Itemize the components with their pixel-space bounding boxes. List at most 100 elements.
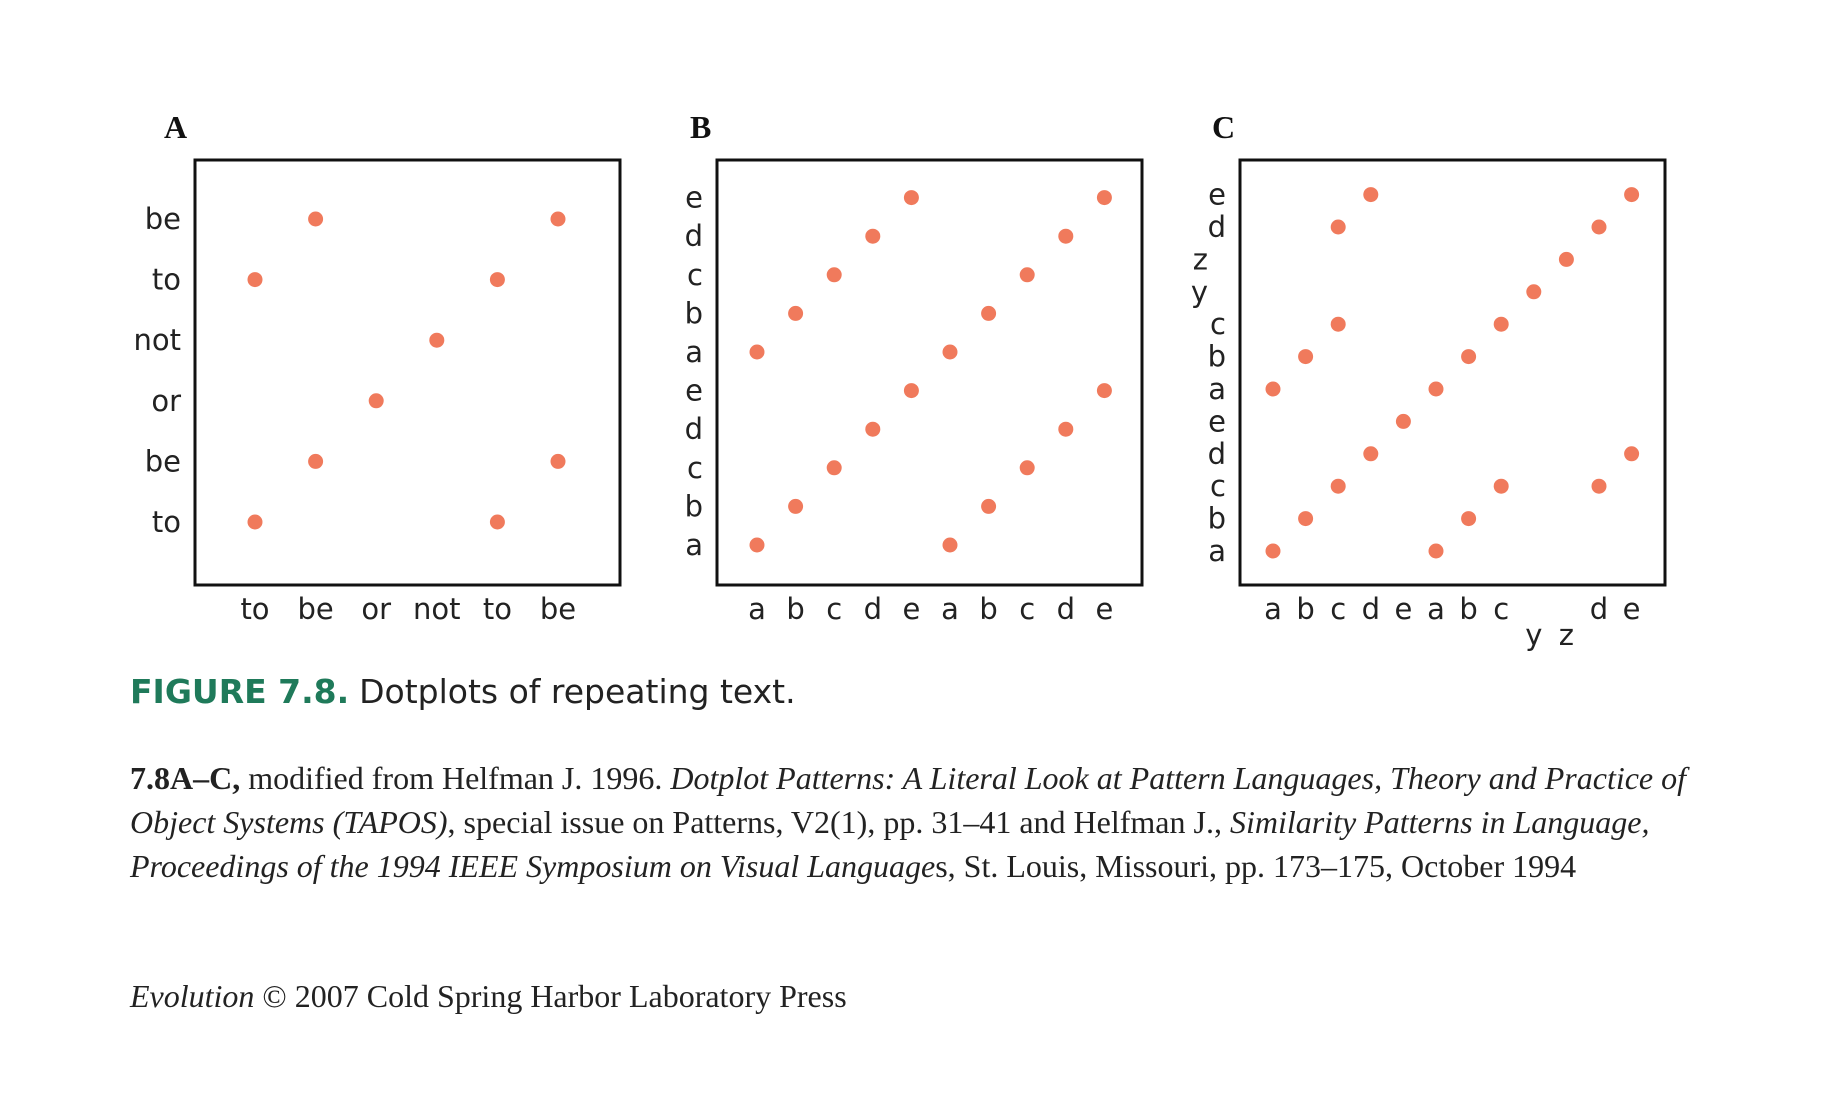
y-tick-label: be [145, 202, 181, 236]
x-tick-label: b [979, 592, 997, 626]
match-dot [1330, 316, 1346, 332]
y-tick-label: e [685, 374, 703, 408]
match-dot [1624, 187, 1640, 203]
credits-title-2: Similarity Patterns in Language, Proceed… [130, 804, 1650, 884]
x-tick-label: a [1427, 592, 1445, 626]
x-tick-label: b [1459, 592, 1477, 626]
match-dot [550, 211, 566, 227]
match-dot [826, 460, 842, 476]
x-tick-label: c [826, 592, 842, 626]
match-dot [1096, 383, 1112, 399]
x-tick-label: b [1296, 592, 1314, 626]
match-dot [1298, 349, 1314, 365]
plot-frame [715, 158, 1144, 587]
x-tick-label: be [297, 592, 333, 626]
match-dot [489, 272, 505, 288]
credits-text-1: modified from Helfman J. 1996. [240, 760, 671, 796]
x-tick-label: z [1559, 618, 1574, 652]
y-tick-label: d [1208, 210, 1226, 244]
match-dot [1265, 381, 1281, 397]
match-dot [1428, 543, 1444, 559]
panel-label: C [1212, 109, 1235, 145]
y-tick-label: c [1210, 469, 1226, 503]
y-tick-label: a [1208, 534, 1226, 568]
match-dot [981, 305, 997, 321]
x-tick-label: y [1525, 618, 1542, 652]
y-tick-label: not [134, 323, 182, 357]
match-dot [1461, 349, 1477, 365]
match-dot [1526, 284, 1542, 300]
match-dot [788, 305, 804, 321]
match-dot [308, 453, 324, 469]
figure-label: FIGURE 7.8. [130, 672, 350, 711]
figure-credits: 7.8A–C, modified from Helfman J. 1996. D… [130, 756, 1730, 888]
match-dot [1330, 478, 1346, 494]
y-tick-label: b [685, 296, 703, 330]
x-tick-label: to [483, 592, 512, 626]
figure-caption: FIGURE 7.8. Dotplots of repeating text. [130, 672, 796, 711]
x-tick-label: a [1264, 592, 1282, 626]
x-tick-label: a [748, 592, 766, 626]
match-dot [1461, 511, 1477, 527]
y-tick-label: b [1208, 340, 1226, 374]
y-tick-label: to [152, 505, 181, 539]
y-tick-label: d [1208, 437, 1226, 471]
match-dot [429, 332, 445, 348]
credits-title-1: Dotplot Patterns: A Literal Look at Patt… [130, 760, 1687, 840]
match-dot [1558, 251, 1574, 267]
x-tick-label: d [1362, 592, 1380, 626]
match-dot [1428, 381, 1444, 397]
copyright-text: © 2007 Cold Spring Harbor Laboratory Pre… [254, 978, 847, 1014]
credits-lead: 7.8A–C, [130, 760, 241, 796]
match-dot [1493, 478, 1509, 494]
match-dot [1624, 446, 1640, 462]
match-dot [749, 344, 765, 360]
y-tick-label: e [1208, 178, 1226, 212]
match-dot [749, 537, 765, 553]
panel-label: B [690, 109, 711, 145]
x-tick-label: e [1095, 592, 1113, 626]
y-tick-label: e [685, 181, 703, 215]
match-dot [247, 272, 263, 288]
match-dot [1019, 267, 1035, 283]
match-dot [865, 421, 881, 437]
y-tick-label: c [687, 451, 703, 485]
plot-frame [1238, 158, 1667, 587]
figure-caption-text: Dotplots of repeating text. [359, 672, 796, 711]
x-tick-label: or [361, 592, 391, 626]
match-dot [1298, 511, 1314, 527]
match-dot [550, 453, 566, 469]
y-tick-label: d [685, 219, 703, 253]
match-dot [308, 211, 324, 227]
match-dot [1493, 316, 1509, 332]
y-tick-label: y [1191, 275, 1208, 309]
match-dot [247, 514, 263, 530]
match-dot [1058, 228, 1074, 244]
x-tick-label: e [902, 592, 920, 626]
y-tick-label: d [685, 412, 703, 446]
y-tick-label: e [1208, 404, 1226, 438]
match-dot [368, 393, 384, 409]
x-tick-label: d [1057, 592, 1075, 626]
match-dot [1330, 219, 1346, 235]
match-dot [1363, 187, 1379, 203]
credits-text-3: s, St. Louis, Missouri, pp. 173–175, Oct… [935, 848, 1577, 884]
y-tick-label: b [1208, 502, 1226, 536]
panel-label: A [164, 109, 187, 145]
x-tick-label: to [240, 592, 269, 626]
book-title: Evolution [130, 978, 255, 1014]
match-dot [1058, 421, 1074, 437]
x-tick-label: d [864, 592, 882, 626]
match-dot [1591, 219, 1607, 235]
match-dot [903, 190, 919, 206]
x-tick-label: e [1394, 592, 1412, 626]
x-tick-label: c [1493, 592, 1509, 626]
match-dot [489, 514, 505, 530]
x-tick-label: be [540, 592, 576, 626]
y-tick-label: b [685, 489, 703, 523]
y-tick-label: to [152, 263, 181, 297]
